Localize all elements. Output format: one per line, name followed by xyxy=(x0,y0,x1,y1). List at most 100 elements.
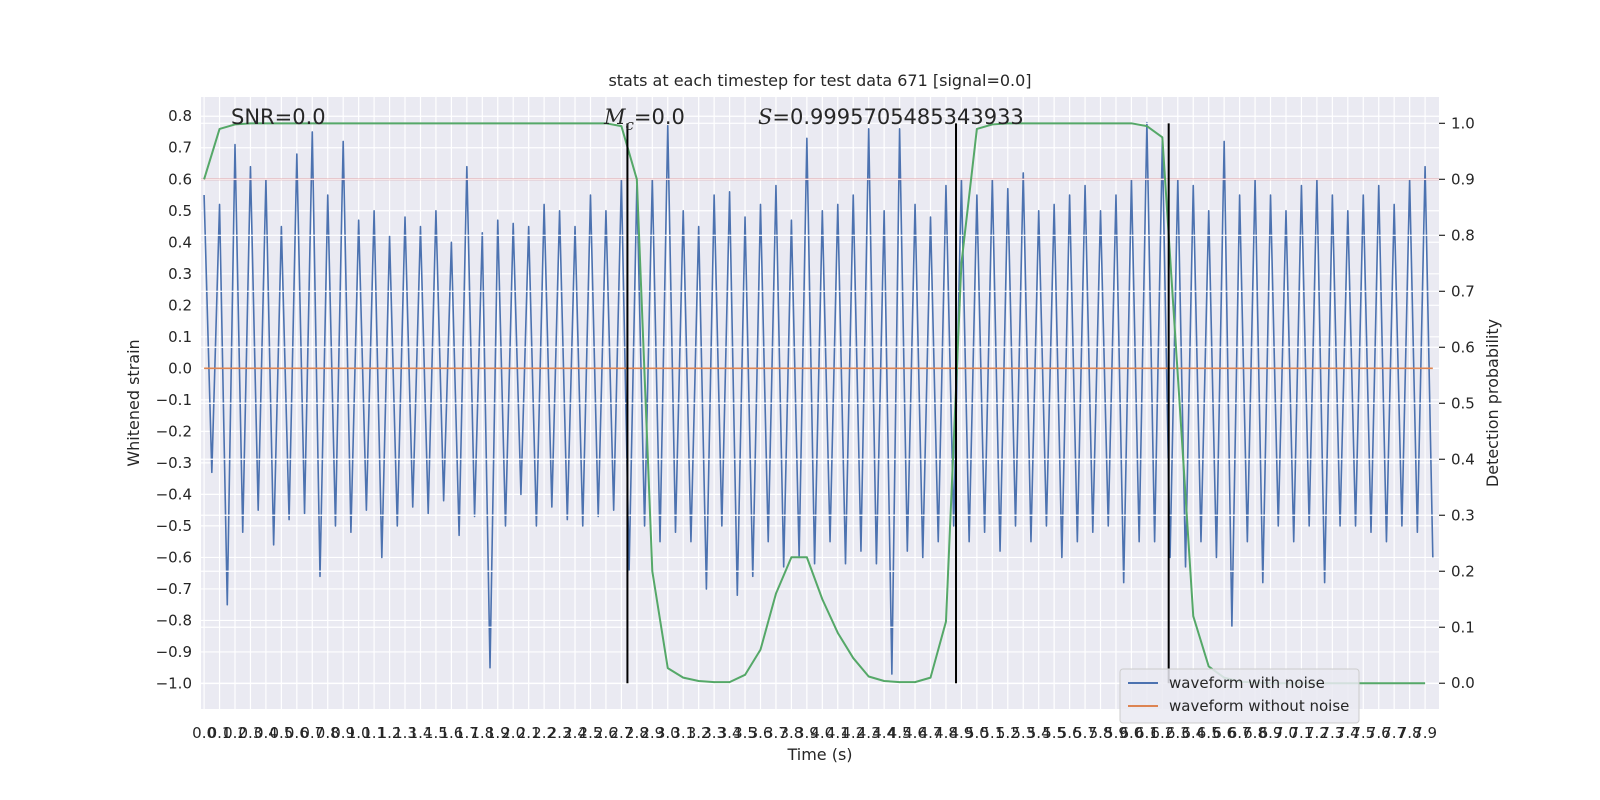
x-tick-label: 0.1 xyxy=(208,724,232,742)
x-tick-label: 4.1 xyxy=(826,724,850,742)
x-tick-label: 2.4 xyxy=(563,724,587,742)
x-tick-label: 1.4 xyxy=(409,724,433,742)
y-tick-label: −0.6 xyxy=(156,548,192,566)
series-line xyxy=(203,121,1434,675)
annotation: S=0.9995705485343933 xyxy=(758,105,1024,129)
x-tick-label: 0.0 xyxy=(192,724,216,742)
y-tick-label: −1.0 xyxy=(156,674,192,692)
x-tick-label: 6.7 xyxy=(1228,724,1252,742)
x-tick-label: 1.3 xyxy=(393,724,417,742)
annotation-text: =0.9995705485343933 xyxy=(772,105,1023,129)
y-tick-label: −0.2 xyxy=(156,422,192,440)
y-tick-label: 0.2 xyxy=(168,296,192,314)
x-tick-label: 0.9 xyxy=(331,724,355,742)
x-tick-label: 2.3 xyxy=(548,724,572,742)
x-tick-label: 4.9 xyxy=(949,724,973,742)
x-tick-label: 3.3 xyxy=(702,724,726,742)
y-axis-title: Whitened strain xyxy=(124,339,143,466)
y2-axis-title: Detection probability xyxy=(1483,319,1502,487)
legend: waveform with noise waveform without nois… xyxy=(1119,668,1360,724)
x-tick-label: 7.1 xyxy=(1290,724,1314,742)
y-tick-label: 0.7 xyxy=(168,139,192,157)
x-tick-label: 0.4 xyxy=(254,724,278,742)
x-tick-label: 0.8 xyxy=(316,724,340,742)
x-tick-label: 3.4 xyxy=(718,724,742,742)
x-tick-label: 5.6 xyxy=(1058,724,1082,742)
annotation-subscript: c xyxy=(626,116,635,134)
x-tick-label: 7.4 xyxy=(1336,724,1360,742)
x-tick-label: 5.1 xyxy=(980,724,1004,742)
x-tick-label: 2.7 xyxy=(609,724,633,742)
y-tick-label: 0.4 xyxy=(168,233,192,251)
y2-tick-label: 0.2 xyxy=(1451,562,1475,580)
x-tick-label: 4.0 xyxy=(810,724,834,742)
x-tick-label: 5.0 xyxy=(965,724,989,742)
y2-tick-label: 0.3 xyxy=(1451,506,1475,524)
x-tick-label: 6.1 xyxy=(1135,724,1159,742)
annotation: Mc=0.0 xyxy=(603,105,685,134)
x-tick-label: 1.0 xyxy=(347,724,371,742)
y2-tick-label: 0.4 xyxy=(1451,450,1475,468)
x-tick-label: 7.7 xyxy=(1382,724,1406,742)
x-tick-label: 1.8 xyxy=(470,724,494,742)
y2-tick-label: 0.9 xyxy=(1451,170,1475,188)
x-tick-label: 1.7 xyxy=(455,724,479,742)
x-tick-label: 4.5 xyxy=(888,724,912,742)
x-tick-label: 3.6 xyxy=(749,724,773,742)
x-tick-label: 5.8 xyxy=(1089,724,1113,742)
y2-tick-label: 0.5 xyxy=(1451,394,1475,412)
x-tick-label: 3.0 xyxy=(656,724,680,742)
annotation-symbol: S xyxy=(758,105,772,129)
legend-label: waveform with noise xyxy=(1169,674,1325,692)
y-tick-label: 0.0 xyxy=(168,359,192,377)
y2-tick-label: 0.7 xyxy=(1451,282,1475,300)
x-tick-label: 6.5 xyxy=(1197,724,1221,742)
y-tick-label: 0.3 xyxy=(168,265,192,283)
y2-tick-label: 0.6 xyxy=(1451,338,1475,356)
x-tick-label: 5.9 xyxy=(1104,724,1128,742)
x-tick-label: 4.4 xyxy=(872,724,896,742)
x-tick-label: 0.7 xyxy=(300,724,324,742)
y2-tick-label: 0.8 xyxy=(1451,226,1475,244)
x-tick-label: 6.2 xyxy=(1150,724,1174,742)
y-tick-label: −0.8 xyxy=(156,611,192,629)
x-tick-label: 0.5 xyxy=(269,724,293,742)
chart-title: stats at each timestep for test data 671… xyxy=(608,71,1031,90)
x-tick-label: 2.8 xyxy=(625,724,649,742)
y-tick-label: 0.1 xyxy=(168,328,192,346)
y-tick-label: 0.8 xyxy=(168,107,192,125)
x-tick-label: 2.0 xyxy=(501,724,525,742)
annotation-text: SNR=0.0 xyxy=(231,105,326,129)
y2-tick-label: 0.1 xyxy=(1451,618,1475,636)
x-tick-label: 3.5 xyxy=(733,724,757,742)
x-tick-label: 4.3 xyxy=(857,724,881,742)
x-tick-label: 7.5 xyxy=(1351,724,1375,742)
x-tick-label: 0.3 xyxy=(239,724,263,742)
x-tick-label: 4.8 xyxy=(934,724,958,742)
x-tick-label: 3.7 xyxy=(764,724,788,742)
y-tick-label: −0.4 xyxy=(156,485,192,503)
x-tick-label: 6.6 xyxy=(1212,724,1236,742)
x-tick-label: 4.2 xyxy=(841,724,865,742)
annotation-symbol: M xyxy=(603,105,626,129)
x-tick-label: 6.4 xyxy=(1181,724,1205,742)
y-tick-label: 0.6 xyxy=(168,170,192,188)
annotation: SNR=0.0 xyxy=(231,105,326,129)
x-tick-label: 5.3 xyxy=(1011,724,1035,742)
x-tick-label: 7.0 xyxy=(1274,724,1298,742)
y-tick-label: 0.5 xyxy=(168,202,192,220)
x-tick-label: 2.5 xyxy=(579,724,603,742)
y-tick-label: −0.1 xyxy=(156,391,192,409)
x-tick-label: 7.2 xyxy=(1305,724,1329,742)
x-tick-label: 2.2 xyxy=(532,724,556,742)
x-tick-label: 2.9 xyxy=(640,724,664,742)
x-tick-label: 5.4 xyxy=(1027,724,1051,742)
x-tick-label: 6.9 xyxy=(1259,724,1283,742)
x-tick-label: 5.5 xyxy=(1042,724,1066,742)
x-axis-title: Time (s) xyxy=(786,745,852,764)
x-tick-label: 7.3 xyxy=(1320,724,1344,742)
x-tick-label: 0.6 xyxy=(285,724,309,742)
x-tick-label: 5.7 xyxy=(1073,724,1097,742)
plot-area xyxy=(201,121,1439,685)
x-tick-label: 1.1 xyxy=(362,724,386,742)
